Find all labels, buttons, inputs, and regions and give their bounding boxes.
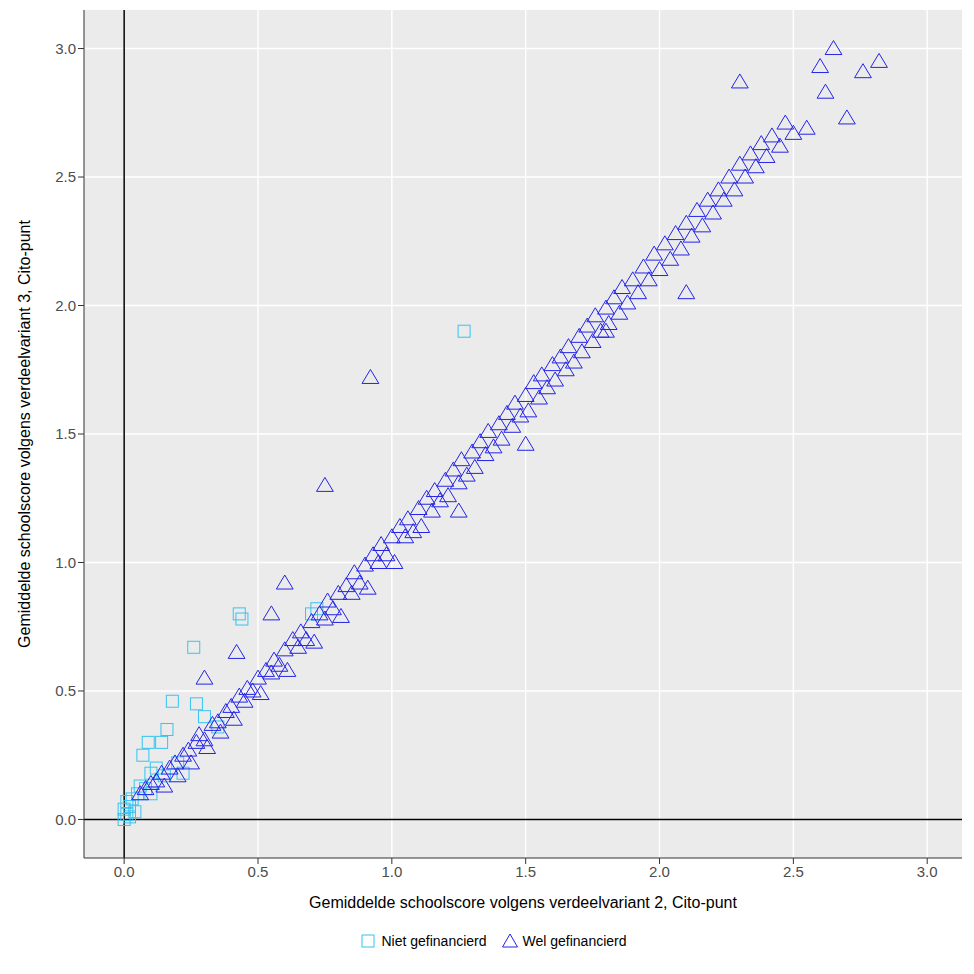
svg-text:1.0: 1.0 [55, 554, 76, 571]
html-text:Niet gefinancierd: Niet gefinancierd [381, 933, 487, 949]
svg-text:Gemiddelde schoolscore volgens: Gemiddelde schoolscore volgens verdeelva… [16, 220, 33, 648]
svg-text:2.5: 2.5 [783, 863, 804, 880]
svg-text:0.0: 0.0 [55, 811, 76, 828]
svg-text:0.5: 0.5 [55, 682, 76, 699]
svg-text:1.5: 1.5 [515, 863, 536, 880]
svg-text:3.0: 3.0 [917, 863, 938, 880]
svg-text:1.0: 1.0 [381, 863, 402, 880]
svg-text:Gemiddelde schoolscore volgens: Gemiddelde schoolscore volgens verdeelva… [309, 894, 737, 911]
svg-text:3.0: 3.0 [55, 40, 76, 57]
svg-text:0.5: 0.5 [248, 863, 269, 880]
svg-text:2.0: 2.0 [649, 863, 670, 880]
svg-text:1.5: 1.5 [55, 425, 76, 442]
html-text:Wel gefinancierd: Wel gefinancierd [522, 933, 627, 949]
svg-text:2.5: 2.5 [55, 168, 76, 185]
svg-text:0.0: 0.0 [114, 863, 135, 880]
svg-text:2.0: 2.0 [55, 297, 76, 314]
